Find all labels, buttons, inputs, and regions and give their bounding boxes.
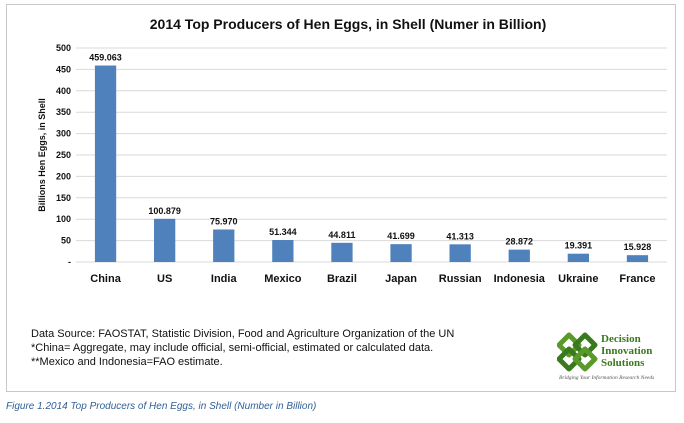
y-tick-label: 350 <box>56 107 71 117</box>
value-label: 51.344 <box>269 227 297 237</box>
bar <box>213 229 235 262</box>
value-label: 19.391 <box>565 241 593 251</box>
bar <box>449 244 471 262</box>
bars <box>94 65 649 263</box>
data-source-notes: Data Source: FAOSTAT, Statistic Division… <box>31 327 454 369</box>
value-label: 41.313 <box>446 231 474 241</box>
logo-wordmark: Decision Innovation Solutions <box>601 333 652 369</box>
x-tick-labels: China US India Mexico Brazil Japan Russian Indo… <box>90 273 655 285</box>
value-label: 44.811 <box>328 230 355 240</box>
y-tick-labels: - 50 100 150 200 250 300 350 400 450 500 <box>56 43 71 267</box>
x-tick-label: US <box>157 273 172 285</box>
note-line: **Mexico and Indonesia=FAO estimate. <box>31 356 223 368</box>
x-tick-label: Indonesia <box>494 273 546 285</box>
x-tick-label: India <box>211 273 238 285</box>
note-line: *China= Aggregate, may include official,… <box>31 342 434 354</box>
x-tick-label: Ukraine <box>558 273 598 285</box>
x-tick-label: Russian <box>439 273 482 285</box>
value-label: 75.970 <box>210 216 238 226</box>
logo-tagline: Bridging Your Information Research Needs <box>559 375 655 381</box>
bar-chart: 2014 Top Producers of Hen Eggs, in Shell… <box>37 16 667 285</box>
bar <box>626 255 649 262</box>
x-tick-label: China <box>90 273 121 285</box>
bar <box>331 242 353 262</box>
value-label: 15.928 <box>624 242 652 252</box>
x-tick-label: Brazil <box>327 273 357 285</box>
x-tick-label: Mexico <box>264 273 302 285</box>
value-label: 41.699 <box>387 231 415 241</box>
note-line: Data Source: FAOSTAT, Statistic Division… <box>31 328 455 340</box>
x-tick-label: France <box>619 273 655 285</box>
y-tick-label: 200 <box>56 171 71 181</box>
knot-logo-icon <box>557 332 598 372</box>
logo-line: Solutions <box>601 357 645 369</box>
bar <box>567 253 589 262</box>
y-tick-label: 300 <box>56 129 71 139</box>
value-label: 28.872 <box>505 237 533 247</box>
bar <box>154 218 176 262</box>
bar <box>272 240 294 262</box>
logo-line: Innovation <box>601 345 653 357</box>
y-tick-label: 500 <box>56 43 71 53</box>
y-tick-label: 50 <box>61 236 71 246</box>
chart-title: 2014 Top Producers of Hen Eggs, in Shell… <box>150 16 546 32</box>
bar <box>94 65 117 263</box>
y-axis-label: Billions Hen Eggs, in Shell <box>37 98 47 212</box>
y-tick-label: 150 <box>56 193 71 203</box>
value-label: 100.879 <box>148 206 181 216</box>
value-labels: 459.063 100.879 75.970 51.344 44.811 41.699 41… <box>89 53 651 253</box>
bar <box>508 249 530 262</box>
chart-frame: 2014 Top Producers of Hen Eggs, in Shell… <box>6 4 676 392</box>
bar <box>390 244 412 262</box>
value-label: 459.063 <box>89 53 122 63</box>
y-tick-label: 450 <box>56 64 71 74</box>
figure-caption: Figure 1.2014 Top Producers of Hen Eggs,… <box>6 401 317 412</box>
decision-innovation-solutions-logo: Decision Innovation Solutions Bridging Y… <box>555 327 675 387</box>
y-tick-label: 100 <box>56 214 71 224</box>
y-tick-label: - <box>68 257 71 267</box>
y-tick-label: 400 <box>56 86 71 96</box>
y-tick-label: 250 <box>56 150 71 160</box>
logo-line: Decision <box>601 333 641 345</box>
x-tick-label: Japan <box>385 273 417 285</box>
